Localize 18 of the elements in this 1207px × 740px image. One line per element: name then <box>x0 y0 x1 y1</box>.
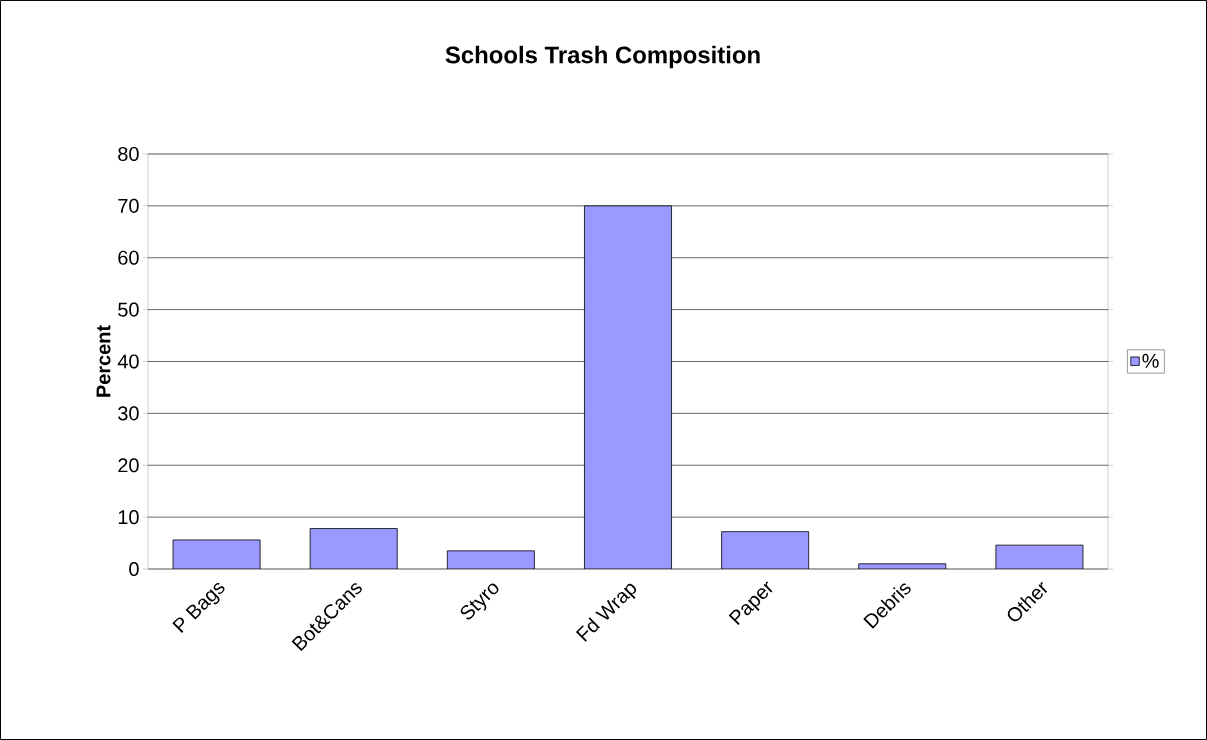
y-tick-label: 0 <box>129 561 139 577</box>
y-tick-label: 70 <box>118 198 139 213</box>
chart-title: Schools Trash Composition <box>445 45 760 69</box>
legend-label: % <box>1142 353 1159 368</box>
y-tick-label: 40 <box>117 354 139 369</box>
y-tick-label: 10 <box>118 510 139 525</box>
y-tick-label: 80 <box>118 146 139 162</box>
y-tick-label: 60 <box>118 250 139 265</box>
bar <box>584 205 672 569</box>
bar <box>721 531 809 569</box>
bar <box>172 539 261 569</box>
y-axis-title: Percent <box>96 325 111 397</box>
bar <box>309 528 398 569</box>
y-tick-label: 50 <box>118 302 139 317</box>
bar <box>446 550 535 569</box>
y-tick-label: 30 <box>118 406 139 421</box>
y-tick-label: 20 <box>118 458 139 473</box>
bar <box>995 544 1084 569</box>
